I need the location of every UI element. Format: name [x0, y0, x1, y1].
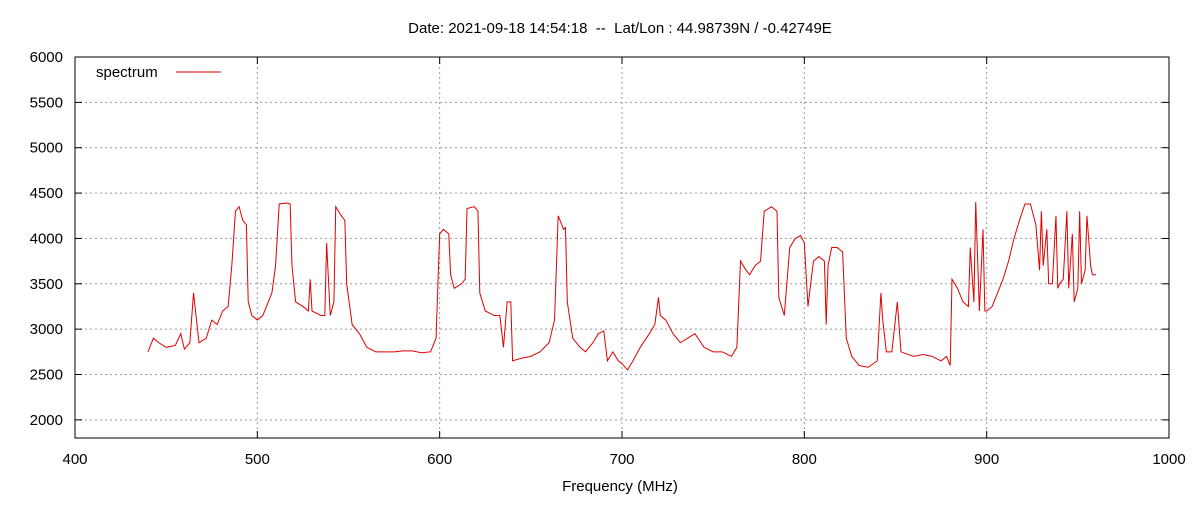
- x-axis-label: Frequency (MHz): [562, 478, 678, 495]
- x-tick-label: 400: [62, 451, 87, 468]
- y-tick-label: 2500: [30, 367, 63, 384]
- x-tick-label: 1000: [1152, 451, 1185, 468]
- y-tick-label: 5000: [30, 140, 63, 157]
- plot-frame: [74, 56, 1170, 439]
- y-tick-label: 6000: [30, 49, 63, 66]
- x-tick-label: 500: [245, 451, 270, 468]
- y-tick-label: 3500: [30, 276, 63, 293]
- x-tick-label: 900: [974, 451, 999, 468]
- x-tick-label: 700: [609, 451, 634, 468]
- x-tick-label: 800: [792, 451, 817, 468]
- y-tick-label: 5500: [30, 94, 63, 111]
- y-tick-label: 2000: [30, 412, 63, 429]
- y-tick-label: 4000: [30, 230, 63, 247]
- y-tick-label: 3000: [30, 321, 63, 338]
- x-tick-label: 600: [427, 451, 452, 468]
- y-tick-label: 4500: [30, 185, 63, 202]
- chart-title: Date: 2021-09-18 14:54:18 -- Lat/Lon : 4…: [408, 20, 832, 37]
- legend-label: spectrum: [96, 64, 158, 81]
- series-line: [147, 202, 1097, 371]
